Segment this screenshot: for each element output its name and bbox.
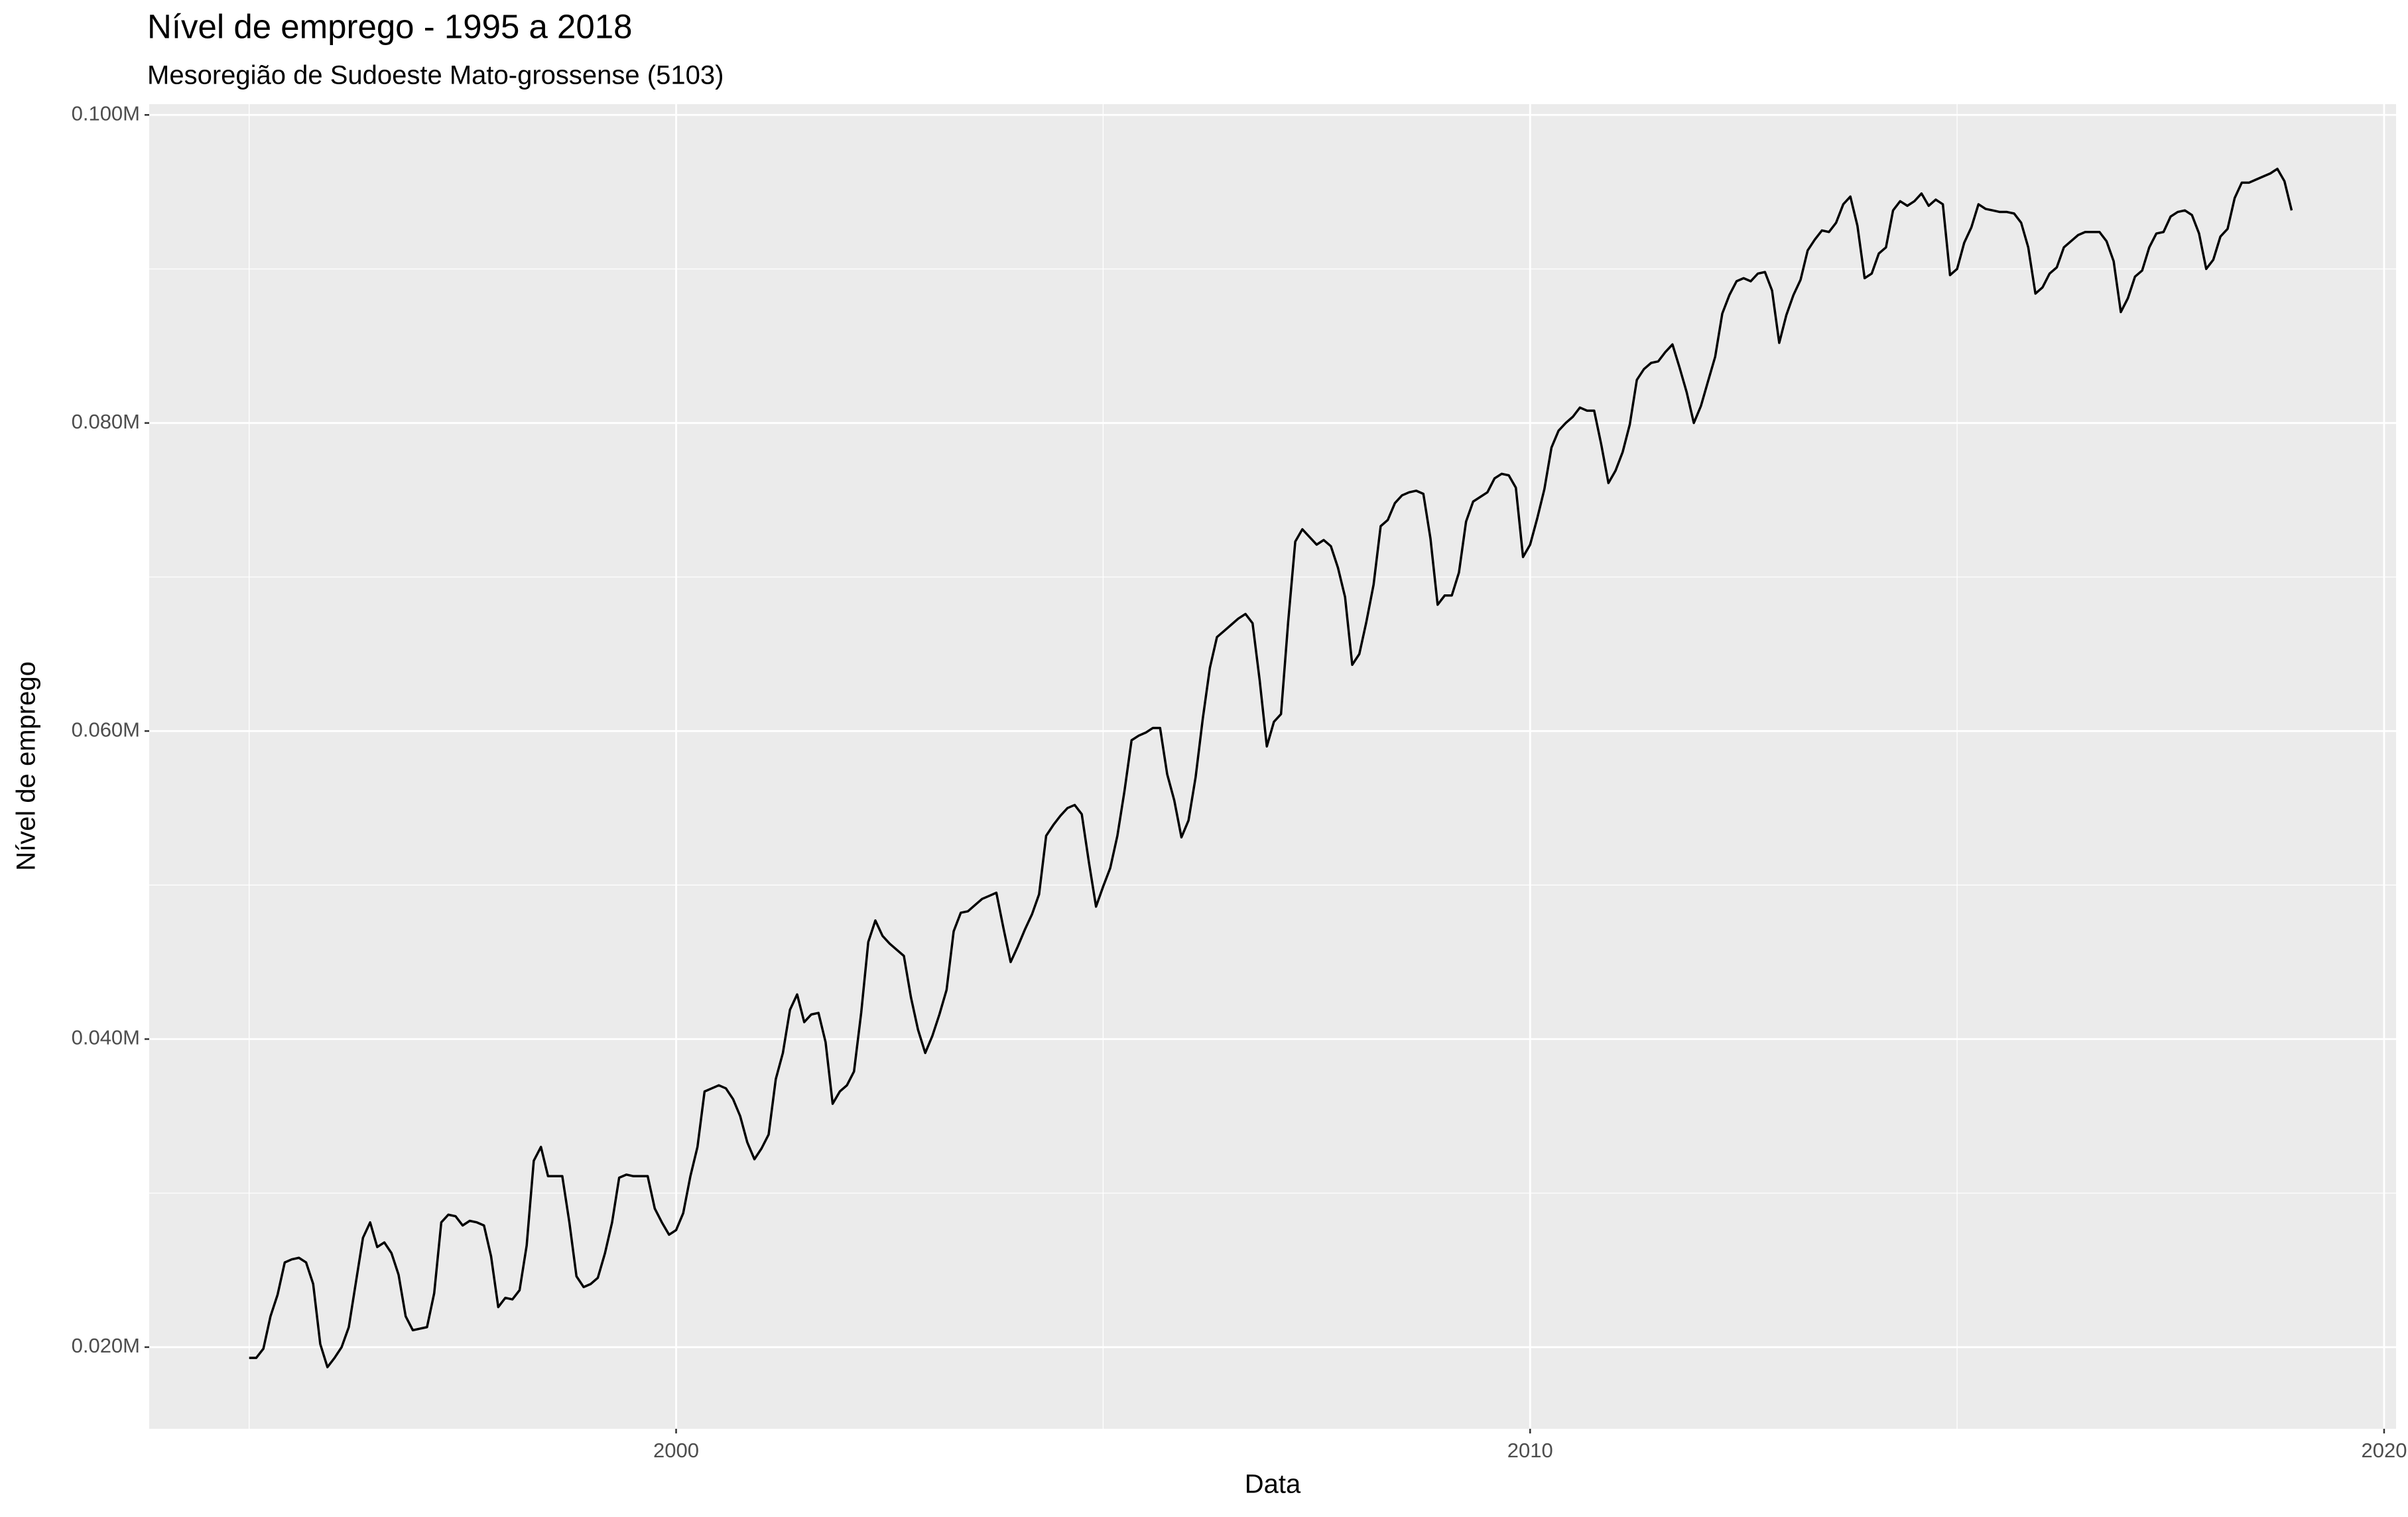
- marks: [249, 167, 2293, 1368]
- labels: 0.020M 0.040M 0.060M 0.080M 0.100M 2000 2010 20…: [72, 101, 2407, 1462]
- y-axis-title: Nível de emprego: [12, 661, 41, 871]
- x-tick-label: 2020: [2361, 1439, 2407, 1462]
- y-tick-label: 0.100M: [72, 101, 140, 125]
- line-series: [249, 167, 2293, 1368]
- grid: [149, 104, 2396, 1429]
- x-tick-label: 2000: [653, 1439, 699, 1462]
- x-tick-label: 2010: [1507, 1439, 1553, 1462]
- y-tick-label: 0.080M: [72, 410, 140, 433]
- chart-subtitle: Mesoregião de Sudoeste Mato-grossense (5…: [147, 61, 724, 90]
- y-tick-label: 0.020M: [72, 1334, 140, 1357]
- y-tick-label: 0.040M: [72, 1026, 140, 1049]
- plot-background: [149, 104, 2396, 1429]
- x-axis-title: Data: [1245, 1470, 1301, 1499]
- chart-title: Nível de emprego - 1995 a 2018: [147, 7, 632, 45]
- y-tick-label: 0.060M: [72, 718, 140, 741]
